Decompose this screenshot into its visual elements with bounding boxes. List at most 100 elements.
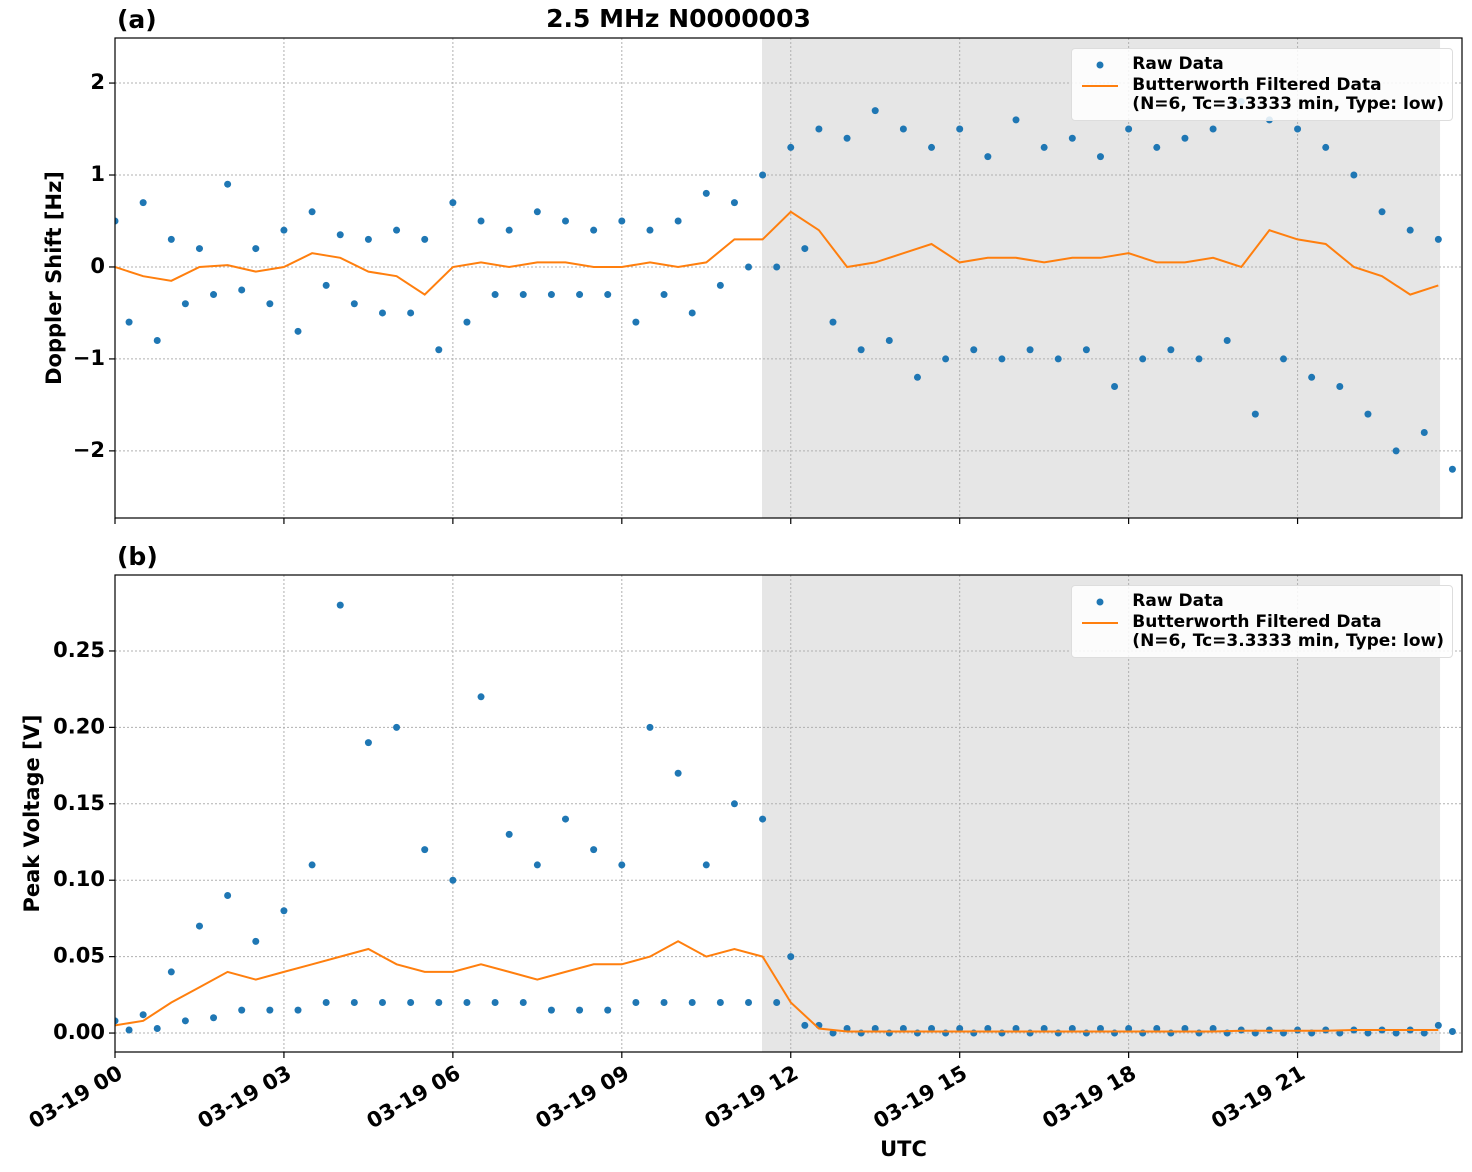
legend: Raw Data Butterworth Filtered Data (N=6, …	[1071, 585, 1453, 658]
raw-point	[1153, 1024, 1161, 1032]
raw-point	[787, 953, 795, 961]
raw-point	[871, 107, 879, 115]
raw-point	[576, 291, 584, 299]
raw-point	[1111, 383, 1119, 391]
raw-point	[533, 861, 541, 869]
legend-label: Raw Data	[1132, 54, 1224, 74]
panel-label: (a)	[117, 5, 157, 34]
raw-point	[477, 217, 485, 225]
raw-point	[1448, 1028, 1456, 1036]
x-tick-label: 03-19 18	[1038, 1061, 1140, 1134]
raw-point	[1406, 226, 1414, 234]
raw-point	[688, 309, 696, 317]
y-tick-label: 0.15	[53, 791, 105, 815]
raw-point	[1139, 355, 1147, 363]
raw-point	[928, 1024, 936, 1032]
raw-point	[730, 199, 738, 207]
raw-point	[393, 723, 401, 731]
raw-point	[125, 1026, 133, 1034]
raw-point	[928, 143, 936, 151]
raw-point	[463, 318, 471, 326]
raw-point	[378, 998, 386, 1006]
raw-point	[378, 309, 386, 317]
filtered-line	[115, 940, 1439, 1033]
x-tick-label: 03-19 21	[1207, 1061, 1309, 1134]
raw-point	[801, 245, 809, 253]
legend-key	[1096, 598, 1104, 606]
raw-point	[139, 1011, 147, 1019]
raw-point	[210, 1014, 218, 1022]
raw-point	[759, 815, 767, 823]
y-tick-label: 1	[90, 162, 105, 186]
raw-point	[632, 318, 640, 326]
raw-point	[702, 861, 710, 869]
raw-point	[125, 318, 133, 326]
raw-point	[280, 226, 288, 234]
raw-point	[181, 1017, 189, 1025]
legend-marker	[1096, 598, 1104, 606]
legend-label: Butterworth Filtered Data (N=6, Tc=3.333…	[1132, 612, 1444, 651]
raw-point	[421, 235, 429, 243]
raw-point	[970, 346, 978, 354]
raw-point	[1392, 1029, 1400, 1037]
chart-title: 2.5 MHz N0000003	[546, 4, 811, 33]
raw-point	[604, 1006, 612, 1014]
raw-point	[1054, 355, 1062, 363]
x-axis-label: UTC	[880, 1137, 927, 1161]
raw-point	[252, 245, 260, 253]
raw-point	[449, 876, 457, 884]
raw-point	[956, 125, 964, 133]
raw-point	[899, 1024, 907, 1032]
raw-point	[322, 281, 330, 289]
legend-label: Butterworth Filtered Data (N=6, Tc=3.333…	[1132, 75, 1444, 114]
raw-point	[153, 1024, 161, 1032]
raw-point	[604, 291, 612, 299]
raw-point	[1434, 1021, 1442, 1029]
legend-entry: Butterworth Filtered Data (N=6, Tc=3.333…	[1080, 76, 1444, 114]
raw-point	[407, 998, 415, 1006]
legend-entry: Raw Data	[1080, 592, 1444, 611]
raw-point	[843, 1024, 851, 1032]
x-tick-label: 03-19 12	[700, 1061, 802, 1134]
raw-point	[505, 226, 513, 234]
raw-point	[238, 286, 246, 294]
raw-point	[1448, 465, 1456, 473]
raw-point	[857, 346, 865, 354]
raw-point	[1209, 1024, 1217, 1032]
raw-point	[449, 199, 457, 207]
raw-point	[1068, 1024, 1076, 1032]
raw-point	[491, 291, 499, 299]
raw-point	[984, 153, 992, 161]
raw-point	[350, 300, 358, 308]
y-tick-label: 0.25	[53, 638, 105, 662]
raw-point	[829, 1029, 837, 1037]
raw-point	[871, 1024, 879, 1032]
raw-point	[294, 327, 302, 335]
raw-point	[1181, 1024, 1189, 1032]
raw-point	[477, 693, 485, 701]
x-tick-label: 03-19 03	[194, 1061, 296, 1134]
raw-point	[280, 907, 288, 915]
raw-point	[618, 861, 626, 869]
raw-point	[224, 180, 232, 188]
raw-point	[519, 291, 527, 299]
raw-point	[899, 125, 907, 133]
raw-point	[1294, 125, 1302, 133]
raw-point	[336, 231, 344, 239]
raw-point	[407, 309, 415, 317]
raw-point	[224, 891, 232, 899]
raw-point	[1392, 447, 1400, 455]
raw-point	[1251, 410, 1259, 418]
raw-point	[1209, 125, 1217, 133]
y-axis-label: Peak Voltage [V]	[20, 714, 44, 912]
raw-point	[350, 998, 358, 1006]
raw-point	[547, 1006, 555, 1014]
raw-point	[435, 346, 443, 354]
raw-point	[364, 739, 372, 747]
raw-point	[181, 300, 189, 308]
raw-point	[115, 1017, 119, 1025]
y-tick-label: 0	[90, 254, 105, 278]
raw-point	[1181, 134, 1189, 142]
raw-point	[505, 830, 513, 838]
